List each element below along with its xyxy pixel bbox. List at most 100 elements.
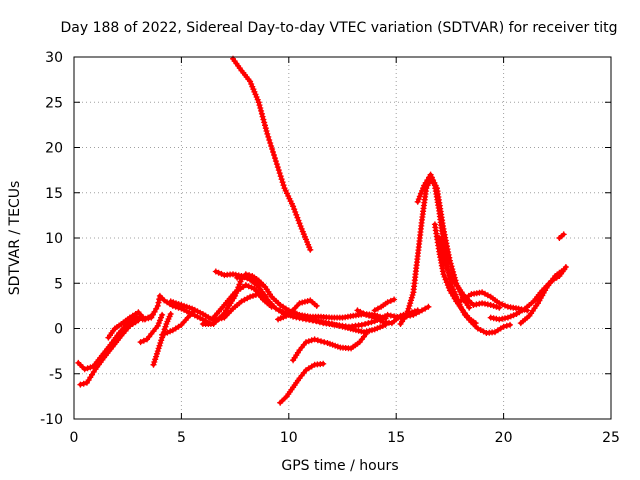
data-point bbox=[480, 290, 484, 294]
data-point bbox=[502, 325, 506, 329]
data-point bbox=[334, 323, 338, 327]
data-point bbox=[497, 301, 501, 305]
data-point bbox=[390, 321, 394, 325]
series-arc-2 bbox=[77, 317, 142, 388]
data-point bbox=[351, 314, 355, 318]
data-point bbox=[278, 303, 282, 307]
data-point bbox=[149, 314, 153, 318]
data-point bbox=[171, 328, 175, 332]
data-point bbox=[461, 308, 465, 312]
data-point bbox=[261, 298, 265, 301]
data-point bbox=[489, 303, 493, 307]
data-point bbox=[169, 312, 173, 316]
data-point bbox=[321, 362, 325, 366]
data-point bbox=[304, 317, 308, 321]
x-tick-label: 5 bbox=[177, 430, 186, 446]
series-arc-7 bbox=[167, 291, 269, 324]
data-point bbox=[379, 305, 383, 309]
data-point bbox=[214, 270, 218, 273]
data-point bbox=[326, 341, 329, 345]
y-tick-label: 5 bbox=[54, 276, 63, 292]
data-point bbox=[278, 401, 282, 405]
data-point bbox=[160, 333, 164, 337]
data-point bbox=[321, 321, 325, 325]
data-point bbox=[257, 100, 261, 104]
y-tick-label: 25 bbox=[45, 95, 63, 111]
data-point bbox=[212, 322, 216, 326]
data-point bbox=[304, 340, 308, 344]
series-arc-4 bbox=[137, 311, 166, 346]
data-point bbox=[373, 316, 377, 320]
data-point bbox=[248, 79, 252, 83]
y-tick-label: 0 bbox=[54, 322, 63, 338]
x-tick-label: 25 bbox=[602, 430, 620, 446]
data-point bbox=[416, 200, 420, 204]
data-point bbox=[386, 300, 390, 304]
data-point bbox=[341, 316, 344, 320]
data-point bbox=[298, 301, 301, 305]
data-point bbox=[91, 365, 95, 368]
data-point bbox=[356, 308, 359, 312]
data-point bbox=[313, 337, 317, 341]
data-point bbox=[274, 159, 278, 163]
data-point bbox=[411, 290, 415, 294]
data-point bbox=[85, 381, 89, 385]
data-point bbox=[562, 232, 566, 236]
data-point bbox=[298, 376, 301, 380]
data-point bbox=[536, 301, 540, 305]
data-point bbox=[291, 358, 295, 362]
data-point bbox=[506, 316, 510, 320]
data-point bbox=[222, 273, 226, 277]
data-point bbox=[186, 316, 190, 320]
data-point bbox=[128, 316, 132, 320]
data-point bbox=[330, 316, 334, 320]
chart-title: Day 188 of 2022, Sidereal Day-to-day VTE… bbox=[61, 20, 618, 36]
data-point bbox=[76, 361, 80, 365]
data-point bbox=[459, 299, 463, 303]
series-markers bbox=[556, 231, 567, 241]
data-point bbox=[472, 303, 475, 307]
y-tick-label: 15 bbox=[45, 186, 63, 202]
data-point bbox=[489, 295, 493, 299]
y-tick-label: -5 bbox=[49, 367, 63, 383]
data-point bbox=[562, 268, 566, 272]
data-point bbox=[179, 307, 183, 311]
data-point bbox=[426, 305, 430, 309]
data-point bbox=[278, 308, 282, 312]
data-point bbox=[261, 283, 265, 287]
data-point bbox=[564, 265, 568, 269]
data-point bbox=[276, 317, 280, 321]
data-point bbox=[111, 345, 115, 349]
data-point bbox=[422, 184, 426, 187]
series-markers bbox=[77, 317, 142, 388]
data-point bbox=[119, 334, 123, 338]
series-markers bbox=[230, 55, 314, 253]
data-point bbox=[231, 57, 235, 61]
data-point bbox=[527, 314, 531, 318]
data-point bbox=[158, 294, 162, 298]
data-point bbox=[493, 330, 497, 334]
data-point bbox=[416, 254, 420, 258]
data-point bbox=[405, 312, 409, 316]
series-arc-12 bbox=[230, 55, 314, 253]
data-point bbox=[298, 348, 301, 352]
data-point bbox=[437, 236, 441, 240]
data-point bbox=[291, 315, 295, 319]
data-point bbox=[231, 307, 235, 311]
data-point bbox=[315, 304, 319, 308]
data-point bbox=[319, 315, 323, 319]
data-point bbox=[244, 275, 248, 279]
data-point bbox=[474, 321, 478, 325]
data-point bbox=[469, 292, 473, 296]
x-axis-label: GPS time / hours bbox=[281, 458, 398, 474]
series-markers bbox=[517, 266, 567, 327]
data-point bbox=[497, 306, 501, 310]
data-point bbox=[557, 236, 561, 240]
data-point bbox=[145, 337, 149, 341]
data-point bbox=[255, 279, 259, 283]
data-point bbox=[416, 308, 420, 312]
data-point bbox=[373, 319, 377, 323]
series-arc-13 bbox=[275, 297, 320, 323]
data-point bbox=[298, 313, 301, 317]
data-point bbox=[152, 363, 155, 367]
